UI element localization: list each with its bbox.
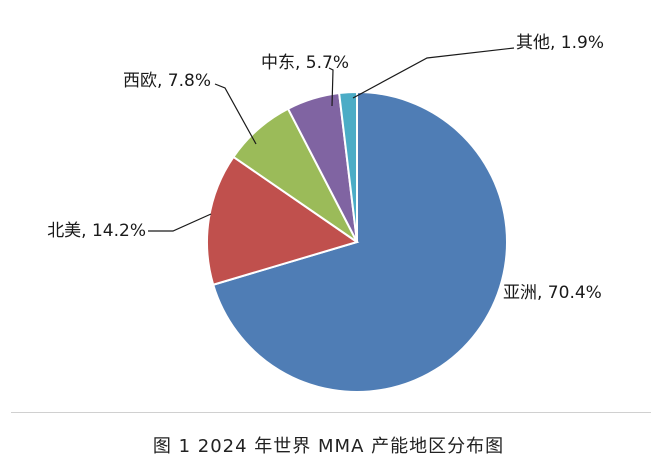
leader-line-3 (214, 83, 257, 145)
figure-caption: 图 1 2024 年世界 MMA 产能地区分布图 (152, 436, 505, 457)
data-label-4: 中东, 5.7% (261, 53, 349, 73)
pie-chart: 亚洲, 70.4% 北美, 14.2% 西欧, 7.8% 中东, 5.7% 其他, 1.… (47, 33, 604, 393)
chart-area: 亚洲, 70.4% 北美, 14.2% 西欧, 7.8% 中东, 5.7% 其他, 1.… (11, 2, 651, 413)
leader-line-4 (328, 67, 334, 107)
data-label-5: 其他, 1.9% (516, 33, 604, 53)
pie-slice-5 (338, 90, 358, 243)
pie-slice-2 (206, 155, 360, 286)
leader-line-2 (148, 213, 212, 232)
data-label-2: 北美, 14.2% (47, 221, 146, 241)
leader-line-5 (352, 47, 515, 99)
pie-slice-1 (211, 90, 508, 393)
data-label-3: 西欧, 7.8% (123, 71, 211, 91)
data-label-1: 亚洲, 70.4% (503, 283, 602, 303)
